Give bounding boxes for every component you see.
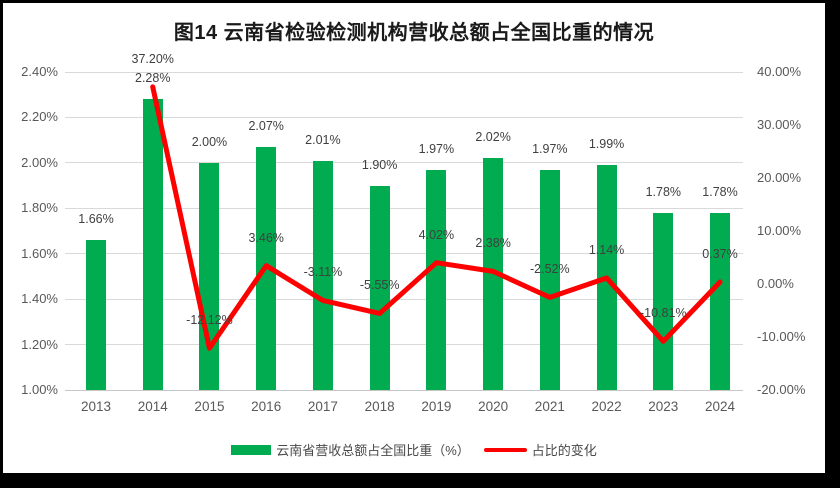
line-value-label: -3.11% <box>303 265 343 280</box>
line-value-label: 3.46% <box>248 230 284 245</box>
bar-value-label: 2.00% <box>191 134 228 149</box>
bar-value-label: 2.01% <box>305 132 341 147</box>
bar-value-label: 1.78% <box>702 184 738 199</box>
line-value-label: 4.02% <box>418 227 455 242</box>
gridline <box>65 116 743 118</box>
y-axis-tick-left: 2.20% <box>21 109 58 125</box>
gridline <box>65 344 743 346</box>
bar <box>142 99 163 390</box>
bar <box>710 212 731 390</box>
y-axis-tick-right: 10.00% <box>757 223 802 238</box>
y-axis-tick-right: -20.00% <box>757 382 806 397</box>
bar <box>86 240 106 390</box>
bar-value-label: 1.66% <box>78 212 114 227</box>
line-value-label: -2.52% <box>530 262 570 277</box>
y-axis-tick-left: 1.00% <box>21 382 58 397</box>
bar-value-label: 1.97% <box>532 141 568 156</box>
gridline <box>65 253 743 255</box>
gridline <box>65 71 743 73</box>
x-axis-label: 2018 <box>364 399 395 414</box>
y-axis-tick-left: 1.20% <box>21 336 58 352</box>
y-axis-tick-left: 2.40% <box>21 64 58 79</box>
y-axis-tick-left: 2.00% <box>21 154 58 170</box>
screenshot-border-top <box>0 0 840 3</box>
bar-value-label: 2.02% <box>475 130 511 145</box>
x-axis-label: 2024 <box>704 399 736 414</box>
x-axis-label: 2014 <box>137 399 168 414</box>
legend: 云南省营收总额占全国比重（%） 占比的变化 <box>3 440 825 459</box>
x-axis-label: 2022 <box>591 399 622 414</box>
x-axis-label: 2019 <box>421 399 452 414</box>
bar <box>312 160 333 390</box>
screenshot-border-left <box>0 0 3 488</box>
y-axis-tick-left: 1.40% <box>21 291 58 307</box>
trend-line-svg <box>150 84 723 351</box>
x-axis-label: 2023 <box>648 399 679 414</box>
gridline <box>65 298 743 300</box>
x-axis-label: 2016 <box>251 399 282 414</box>
x-axis-label: 2015 <box>194 399 225 414</box>
y-axis-tick-right: 0.00% <box>757 276 794 291</box>
line-value-label: 0.37% <box>702 247 738 262</box>
y-axis-tick-left: 1.60% <box>21 245 58 261</box>
bar <box>369 185 390 390</box>
trend-line <box>150 84 723 351</box>
bar-value-label: 1.97% <box>418 141 455 156</box>
gridline <box>65 207 743 209</box>
y-axis-tick-left: 1.80% <box>21 200 58 216</box>
line-series-swatch-icon <box>483 447 527 452</box>
gridline <box>65 162 743 164</box>
x-axis-label: 2020 <box>478 399 509 414</box>
line-value-label: 2.38% <box>475 236 511 251</box>
bar-value-label: 1.90% <box>361 157 398 172</box>
line-value-label: -12.12% <box>186 313 233 328</box>
x-axis-label: 2013 <box>80 399 112 414</box>
y-axis-tick-right: 30.00% <box>757 117 802 132</box>
line-value-label: 37.20% <box>131 51 174 66</box>
screenshot-border-bottom <box>0 473 840 488</box>
bar-value-label: 1.99% <box>588 137 625 152</box>
bar-value-label: 1.78% <box>645 184 682 199</box>
bar <box>483 158 504 390</box>
chart-title: 图14 云南省检验检测机构营收总额占全国比重的情况 <box>173 22 655 44</box>
line-value-label: 1.14% <box>588 242 625 257</box>
bar-value-label: 2.07% <box>248 118 284 133</box>
bar-series-legend-label: 云南省营收总额占全国比重（%） <box>276 443 470 458</box>
x-axis-line <box>65 389 743 391</box>
y-axis-tick-right: 40.00% <box>757 64 802 79</box>
x-axis-label: 2021 <box>534 399 565 414</box>
x-axis-label: 2017 <box>307 399 338 414</box>
bar-value-label: 2.28% <box>134 71 171 86</box>
y-axis-tick-right: 20.00% <box>757 170 802 185</box>
line-value-label: -5.55% <box>359 278 400 293</box>
bar-series-swatch-icon <box>231 444 272 455</box>
line-value-label: -10.81% <box>640 306 687 321</box>
bar <box>539 169 560 390</box>
y-axis-tick-right: -10.00% <box>757 329 806 344</box>
screenshot-border-right <box>825 0 840 488</box>
line-series-legend-label: 占比的变化 <box>531 443 597 458</box>
bar <box>653 212 674 390</box>
bar <box>426 169 447 390</box>
